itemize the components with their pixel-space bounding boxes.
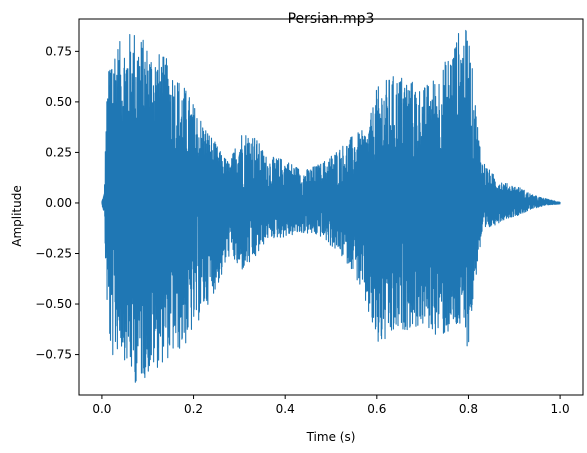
x-tick-label: 0.4 [276,402,295,416]
y-tick-label: −0.50 [35,297,72,311]
x-tick-label: 0.8 [459,402,478,416]
y-tick-label: 0.75 [45,44,72,58]
plot-area [101,29,561,383]
x-tick-label: 1.0 [551,402,570,416]
y-tick-label: 0.50 [45,95,72,109]
y-tick-label: −0.75 [35,348,72,362]
waveform-series [101,29,561,383]
y-axis-ticks: −0.75 −0.50 −0.25 0.00 0.25 0.50 0.75 [35,44,79,362]
x-tick-label: 0.6 [367,402,386,416]
y-tick-label: 0.00 [45,196,72,210]
x-tick-label: 0.2 [184,402,203,416]
waveform-line [101,29,561,383]
y-tick-label: −0.25 [35,246,72,260]
x-axis-ticks: 0.0 0.2 0.4 0.6 0.8 1.0 [92,395,570,416]
axes-frame [78,18,584,396]
x-axis-label: Time (s) [306,430,356,444]
y-axis-label: Amplitude [10,185,24,247]
x-tick-label: 0.0 [92,402,111,416]
y-tick-label: 0.25 [45,145,72,159]
